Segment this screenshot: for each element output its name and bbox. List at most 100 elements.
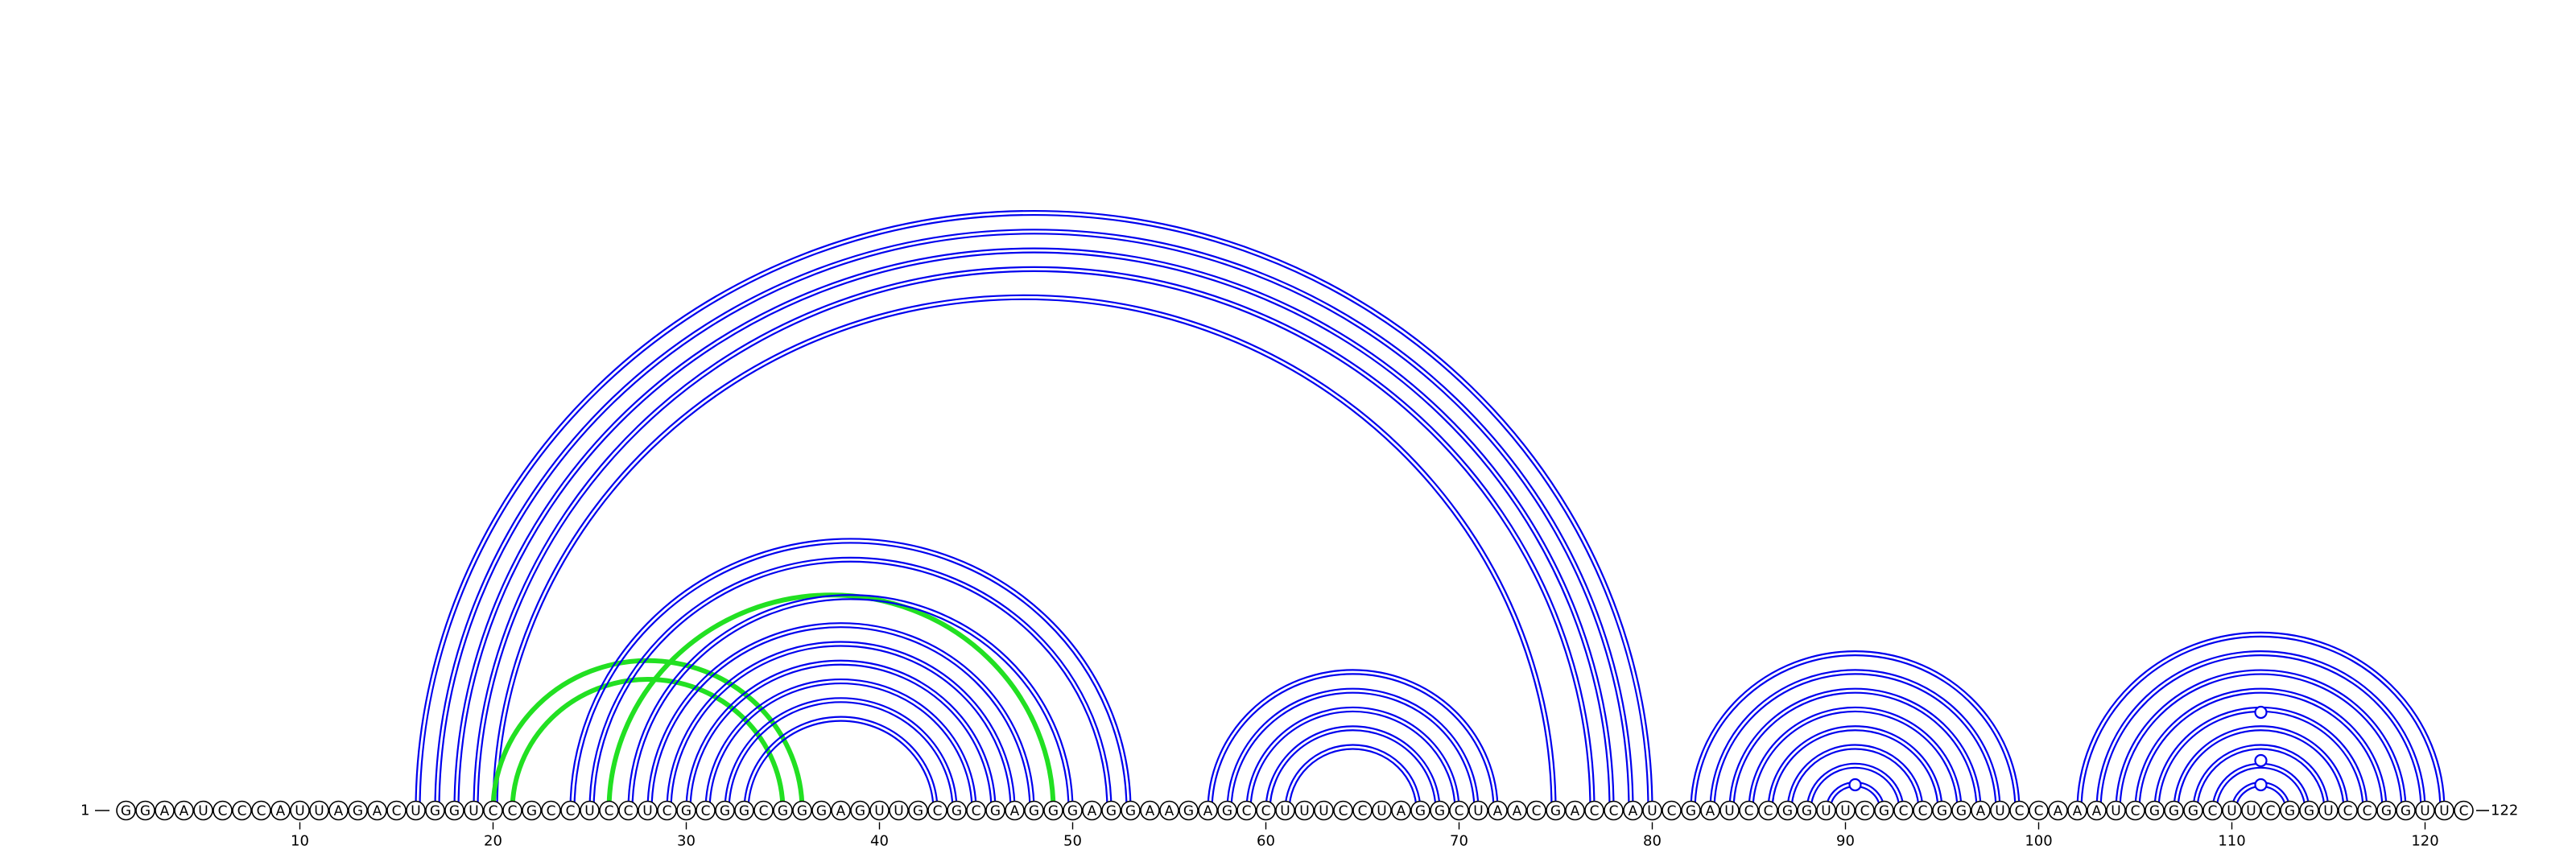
nucleotide-letter: C — [2015, 803, 2025, 819]
base-pair-arc-inner — [2099, 654, 2422, 811]
nucleotide-letter: U — [1280, 803, 1290, 819]
nucleotide-letter: C — [489, 803, 498, 819]
nucleotide-circle — [2299, 800, 2319, 821]
nucleotide-letter: U — [314, 803, 324, 819]
base-pair-arc — [724, 697, 958, 811]
nucleotide-letter: U — [2420, 803, 2429, 819]
nucleotide: G — [522, 800, 542, 821]
nucleotide-letter: C — [759, 803, 769, 819]
nucleotide-letter: G — [1802, 803, 1812, 819]
nucleotide: C — [232, 800, 252, 821]
nucleotide: U — [464, 800, 484, 821]
nucleotide-letter: U — [1473, 803, 1483, 819]
nucleotide-letter: C — [218, 803, 228, 819]
nucleotide: C — [1662, 800, 1682, 821]
nucleotide: A — [2087, 800, 2107, 821]
nucleotide-circle — [1739, 800, 1759, 821]
nucleotide: U — [1314, 800, 1334, 821]
nucleotide: U — [1372, 800, 1392, 821]
nucleotide-circle — [2164, 800, 2184, 821]
nucleotide-circle — [1855, 800, 1875, 821]
nucleotide: U — [2415, 800, 2435, 821]
nucleotide-circle — [2125, 800, 2145, 821]
nucleotide: G — [850, 800, 870, 821]
nucleotide: U — [290, 800, 310, 821]
nucleotide-letter: A — [2054, 803, 2063, 819]
nucleotide-circle — [541, 800, 561, 821]
nucleotide-circle — [792, 800, 812, 821]
nucleotide-letter: G — [1782, 803, 1793, 819]
nucleotide-letter: C — [1899, 803, 1909, 819]
nucleotide: U — [1294, 800, 1315, 821]
nucleotide-letter: A — [180, 803, 189, 819]
nucleotide-circle — [2029, 800, 2049, 821]
nucleotide-circle — [1526, 800, 1546, 821]
nucleotide-letter: G — [121, 803, 131, 819]
nucleotide-circle — [1468, 800, 1488, 821]
base-pair-arc — [627, 594, 1074, 811]
nucleotide: C — [2009, 800, 2029, 821]
nucleotide: U — [1835, 800, 1856, 821]
base-pair-arc-inner — [2138, 691, 2384, 811]
nucleotide: U — [1990, 800, 2010, 821]
nucleotide-letter: A — [2073, 803, 2083, 819]
nucleotide: C — [1352, 800, 1373, 821]
nucleotide-circle — [502, 800, 522, 821]
base-pair-arc-inner — [2080, 635, 2442, 811]
loop-marker — [2254, 778, 2268, 792]
nucleotide: C — [1256, 800, 1276, 821]
base-pair-arc — [704, 679, 977, 811]
nucleotide-letter: G — [681, 803, 691, 819]
nucleotide-letter: C — [1242, 803, 1252, 819]
nucleotide-letter: A — [1146, 803, 1155, 819]
base-pair-arc — [2115, 669, 2407, 811]
nucleotide-letter: A — [373, 803, 382, 819]
nucleotide: G — [792, 800, 812, 821]
nucleotide: G — [811, 800, 832, 821]
nucleotide-circle — [1604, 800, 1624, 821]
base-pair-arc — [1207, 669, 1499, 811]
base-pair-arc-inner — [1790, 748, 1920, 811]
nucleotide-circle — [464, 800, 484, 821]
nucleotide-letter: G — [449, 803, 460, 819]
nucleotide: A — [1623, 800, 1643, 821]
nucleotide-letter: G — [2381, 803, 2392, 819]
nucleotide-circle — [1275, 800, 1295, 821]
nucleotide: A — [2067, 800, 2087, 821]
nucleotide-letter: A — [836, 803, 846, 819]
base-pair-arc-inner — [573, 542, 1128, 811]
nucleotide: C — [1604, 800, 1624, 821]
nucleotide-letter: C — [2208, 803, 2218, 819]
nucleotide-circle — [1140, 800, 1160, 821]
nucleotide-circle — [1352, 800, 1373, 821]
nucleotide-circle — [2009, 800, 2029, 821]
nucleotide-circle — [1565, 800, 1585, 821]
nucleotide: G — [2183, 800, 2203, 821]
nucleotide-letter: C — [2266, 803, 2276, 819]
nucleotide: G — [116, 800, 136, 821]
nucleotide-circle — [367, 800, 387, 821]
base-pair-arc-inner — [708, 683, 973, 811]
tick-label: 80 — [1643, 833, 1662, 850]
nucleotide-letter: G — [797, 803, 807, 819]
nucleotide: A — [1507, 800, 1527, 821]
nucleotide: G — [1121, 800, 1141, 821]
base-pair-arc — [434, 229, 1634, 811]
nucleotide-circle — [1893, 800, 1913, 821]
nucleotide-circle — [869, 800, 890, 821]
base-pair-arc — [1284, 744, 1422, 811]
nucleotide-circle — [213, 800, 233, 821]
nucleotide-letter: G — [1879, 803, 1889, 819]
nucleotide-letter: A — [1629, 803, 1638, 819]
base-pair-arc — [1728, 687, 1982, 811]
tick-label: 90 — [1836, 833, 1855, 850]
nucleotide-letter: A — [334, 803, 344, 819]
base-pair-arc-inner — [496, 298, 1553, 811]
nucleotide: G — [773, 800, 793, 821]
nucleotide: A — [1140, 800, 1160, 821]
nucleotide: G — [1024, 800, 1044, 821]
tick-label: 40 — [870, 833, 889, 850]
base-pair-arc — [415, 210, 1653, 811]
nucleotide: A — [328, 800, 349, 821]
nucleotide-letter: C — [1590, 803, 1600, 819]
